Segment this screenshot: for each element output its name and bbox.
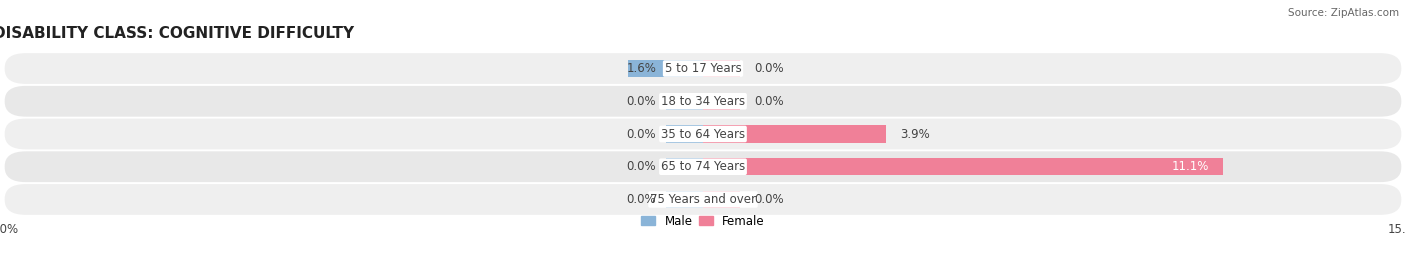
FancyBboxPatch shape xyxy=(4,151,1402,182)
Bar xyxy=(665,191,703,208)
Text: 18 to 34 Years: 18 to 34 Years xyxy=(661,95,745,108)
Bar xyxy=(665,93,703,110)
Text: 0.0%: 0.0% xyxy=(755,62,785,75)
Text: 0.0%: 0.0% xyxy=(755,95,785,108)
Text: 35 to 64 Years: 35 to 64 Years xyxy=(661,128,745,140)
Bar xyxy=(703,60,741,77)
Text: 3.9%: 3.9% xyxy=(900,128,929,140)
Text: 0.0%: 0.0% xyxy=(627,160,657,173)
Text: Source: ZipAtlas.com: Source: ZipAtlas.com xyxy=(1288,8,1399,18)
FancyBboxPatch shape xyxy=(4,86,1402,117)
Bar xyxy=(703,125,886,143)
Bar xyxy=(665,125,703,143)
Text: DISABILITY CLASS: COGNITIVE DIFFICULTY: DISABILITY CLASS: COGNITIVE DIFFICULTY xyxy=(0,26,354,41)
Text: 5 to 17 Years: 5 to 17 Years xyxy=(665,62,741,75)
Legend: Male, Female: Male, Female xyxy=(641,215,765,228)
Bar xyxy=(703,158,1223,175)
Text: 0.0%: 0.0% xyxy=(627,95,657,108)
Text: 65 to 74 Years: 65 to 74 Years xyxy=(661,160,745,173)
FancyBboxPatch shape xyxy=(4,119,1402,149)
Bar xyxy=(665,158,703,175)
Bar xyxy=(703,93,741,110)
Text: 0.0%: 0.0% xyxy=(755,193,785,206)
FancyBboxPatch shape xyxy=(4,53,1402,84)
Text: 0.0%: 0.0% xyxy=(627,128,657,140)
Text: 1.6%: 1.6% xyxy=(626,62,657,75)
Bar xyxy=(628,60,703,77)
Bar xyxy=(703,191,741,208)
Text: 11.1%: 11.1% xyxy=(1171,160,1209,173)
Text: 0.0%: 0.0% xyxy=(627,193,657,206)
FancyBboxPatch shape xyxy=(4,184,1402,215)
Text: 75 Years and over: 75 Years and over xyxy=(650,193,756,206)
